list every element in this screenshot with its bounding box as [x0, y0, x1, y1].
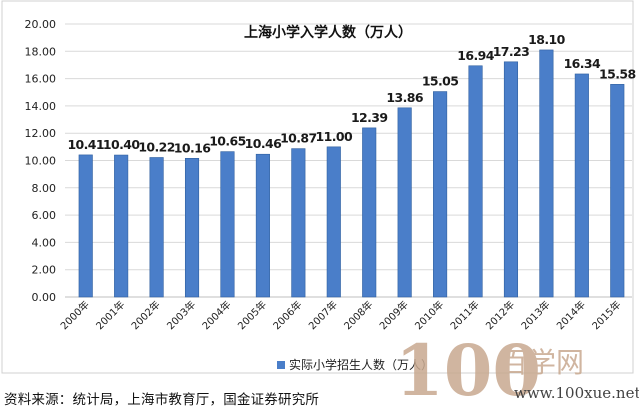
watermark-logo-digits: 100 — [395, 329, 541, 412]
data-label: 12.39 — [351, 110, 388, 125]
source-note: 资料来源：统计局，上海市教育厅，国金证券研究所 — [4, 392, 320, 408]
data-label: 11.00 — [316, 129, 353, 144]
data-label: 15.05 — [422, 74, 459, 89]
data-label: 15.58 — [599, 66, 636, 81]
y-tick-label: 20.00 — [25, 18, 57, 31]
bar — [397, 107, 412, 298]
bar — [574, 73, 589, 298]
bar — [291, 148, 306, 298]
bar — [433, 91, 448, 298]
bar — [184, 158, 200, 298]
y-tick-label: 12.00 — [25, 127, 57, 140]
y-tick-label: 8.00 — [32, 182, 57, 195]
data-label: 10.22 — [138, 139, 175, 154]
data-label: 18.10 — [528, 32, 565, 47]
bar — [114, 154, 129, 298]
legend-label: 实际小学招生人数（万人） — [289, 357, 433, 372]
chart-frame — [1, 0, 634, 374]
legend: 实际小学招生人数（万人） — [277, 357, 433, 372]
data-label: 10.40 — [103, 137, 140, 152]
data-label: 10.41 — [67, 137, 104, 152]
data-label: 17.23 — [493, 44, 530, 59]
bar — [255, 153, 270, 298]
bar — [468, 65, 483, 298]
watermark-url: www.100xue.net — [514, 384, 639, 402]
bar — [362, 127, 377, 298]
data-label: 10.65 — [209, 134, 246, 149]
legend-swatch — [277, 361, 285, 369]
y-tick-label: 6.00 — [32, 209, 57, 222]
y-tick-label: 4.00 — [32, 236, 57, 249]
data-label: 16.34 — [564, 56, 601, 71]
y-tick-label: 16.00 — [25, 73, 57, 86]
chart-title: 上海小学入学人数（万人） — [244, 24, 412, 41]
bar — [539, 49, 554, 298]
data-label: 16.94 — [457, 48, 494, 63]
y-tick-label: 0.00 — [32, 291, 57, 304]
y-axis-tick-labels: 0.00 2.00 4.00 6.00 8.00 10.00 12.00 14.00 16.00… — [25, 18, 57, 304]
bar — [220, 151, 235, 298]
bar — [326, 146, 341, 298]
data-label: 10.46 — [245, 136, 282, 151]
bars — [78, 49, 625, 298]
bar — [149, 157, 164, 298]
y-tick-label: 2.00 — [32, 264, 57, 277]
data-labels: 10.4110.4010.2210.1610.6510.4610.8711.00… — [67, 32, 636, 155]
bar — [78, 154, 93, 298]
y-tick-label: 14.00 — [25, 100, 57, 113]
y-tick-label: 10.00 — [25, 155, 57, 168]
data-label: 13.86 — [386, 90, 423, 105]
y-tick-label: 18.00 — [25, 45, 57, 58]
data-label: 10.16 — [174, 140, 211, 155]
data-label: 10.87 — [280, 131, 317, 146]
bar — [610, 84, 625, 298]
watermark: 100 百学网 www.100xue.net — [395, 329, 639, 412]
watermark-brand: 百学网 — [500, 346, 584, 379]
bar — [503, 61, 519, 298]
